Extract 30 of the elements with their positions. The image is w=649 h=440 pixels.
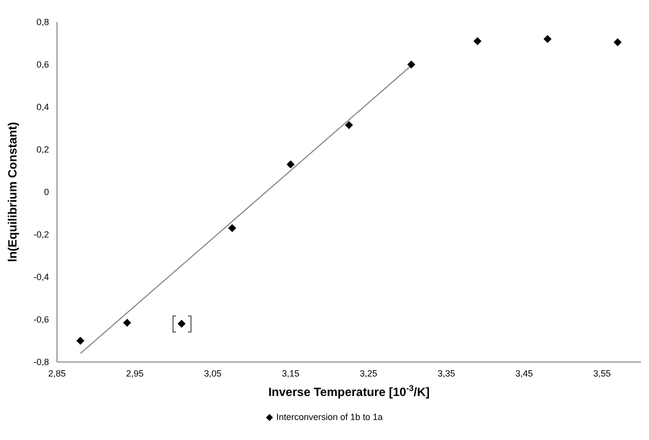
x-tick-label: 3,15 <box>282 368 300 378</box>
y-tick-label: -0,4 <box>33 272 49 282</box>
point <box>178 320 186 328</box>
point <box>228 224 236 232</box>
point <box>76 336 84 345</box>
y-tick-label: -0,2 <box>33 230 49 240</box>
y-tick-label: 0,6 <box>36 60 49 70</box>
x-axis-title: Inverse Temperature [10$^{-3}$/K] <box>268 383 430 399</box>
point <box>407 60 416 68</box>
y-tick-label: -0,6 <box>33 314 49 325</box>
legend-label: Interconversion of 1b to 1a <box>275 412 383 422</box>
point <box>473 37 482 46</box>
y-tick-label: 0,8 <box>36 17 49 28</box>
point <box>123 318 132 327</box>
x-tick-label: 3,55 <box>593 368 611 378</box>
y-axis-title: ln(Equilibrium Constant) <box>5 122 20 262</box>
y-tick-label: 0,4 <box>36 102 49 112</box>
x-tick-label: 2,95 <box>126 368 144 378</box>
x-tick-label: 3,05 <box>204 368 222 378</box>
x-tick-label: 2,85 <box>48 368 66 378</box>
y-tick-label: -0,8 <box>33 357 49 368</box>
x-tick-label: 3,45 <box>515 368 533 378</box>
y-tick-label: 0,2 <box>36 144 49 155</box>
point <box>544 35 552 43</box>
point <box>345 121 353 130</box>
y-tick-label: 0 <box>44 187 49 198</box>
x-tick-label: 3,35 <box>438 368 456 378</box>
point <box>286 160 295 168</box>
x-tick-label: 3,25 <box>360 368 378 378</box>
point <box>614 38 622 46</box>
